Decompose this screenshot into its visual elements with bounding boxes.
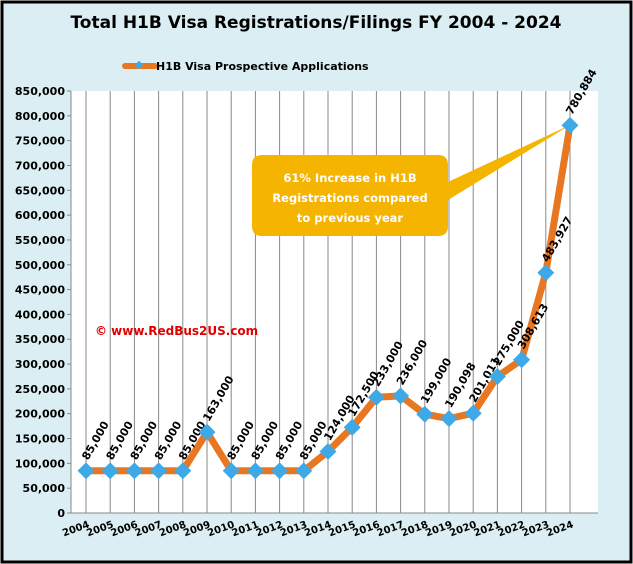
y-tick-label: 500,000 (15, 259, 65, 272)
watermark: © www.RedBus2US.com (95, 324, 258, 338)
data-point (537, 264, 555, 282)
y-tick-label: 250,000 (15, 383, 65, 396)
data-point (150, 462, 168, 480)
data-point (488, 367, 506, 385)
data-point (174, 462, 192, 480)
data-point (198, 423, 216, 441)
callout-line-3: to previous year (297, 211, 404, 225)
y-tick-label: 550,000 (15, 234, 65, 247)
y-tick-label: 700,000 (15, 159, 65, 172)
y-tick-label: 100,000 (15, 457, 65, 470)
data-point (222, 462, 240, 480)
data-point (101, 462, 119, 480)
callout-line-2: Registrations compared (272, 191, 427, 205)
data-point (319, 442, 337, 460)
callout-line-1: 61% Increase in H1B (283, 171, 416, 185)
data-point (561, 116, 579, 134)
data-point (416, 405, 434, 423)
data-point (125, 462, 143, 480)
y-tick-label: 850,000 (15, 85, 65, 98)
data-point (246, 462, 264, 480)
data-point (295, 462, 313, 480)
data-point (513, 351, 531, 369)
y-tick-label: 50,000 (23, 482, 66, 495)
data-point (392, 387, 410, 405)
data-point (367, 388, 385, 406)
callout-shape (252, 125, 570, 236)
data-point (271, 462, 289, 480)
data-point (440, 410, 458, 428)
y-tick-label: 150,000 (15, 433, 65, 446)
legend-marker (134, 60, 144, 70)
chart-title: Total H1B Visa Registrations/Filings FY … (70, 13, 561, 33)
y-tick-label: 400,000 (15, 308, 65, 321)
y-tick-label: 0 (57, 507, 65, 520)
callout: 61% Increase in H1B Registrations compar… (252, 125, 570, 236)
y-tick-label: 350,000 (15, 333, 65, 346)
y-tick-label: 300,000 (15, 358, 65, 371)
y-tick-label: 650,000 (15, 184, 65, 197)
data-point (77, 462, 95, 480)
data-point (464, 404, 482, 422)
legend: H1B Visa Prospective Applications (122, 60, 369, 73)
y-tick-label: 600,000 (15, 209, 65, 222)
y-tick-label: 800,000 (15, 110, 65, 123)
data-point (343, 418, 361, 436)
y-tick-label: 450,000 (15, 284, 65, 297)
y-tick-label: 200,000 (15, 408, 65, 421)
y-tick-label: 750,000 (15, 135, 65, 148)
legend-label: H1B Visa Prospective Applications (156, 60, 369, 73)
